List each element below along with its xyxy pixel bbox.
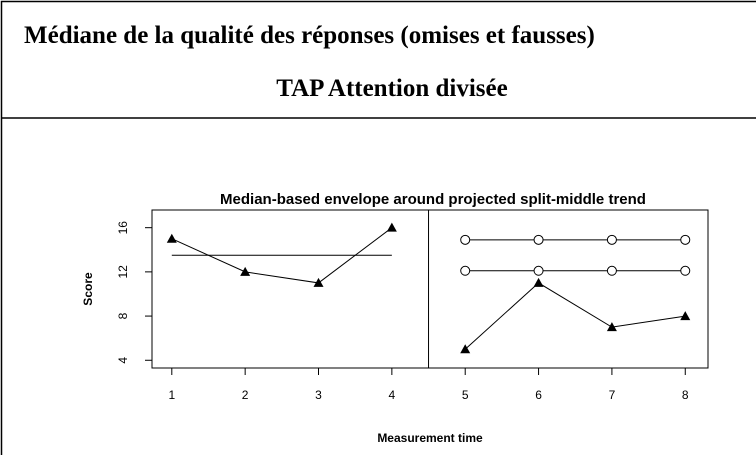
header-title: Médiane de la qualité des réponses (omis… (24, 22, 595, 49)
point (533, 234, 544, 245)
point (240, 266, 251, 276)
point (533, 277, 544, 287)
x-tick-label: 4 (389, 388, 396, 402)
x-tick-label: 3 (315, 388, 322, 402)
x-tick-label: 6 (535, 388, 542, 402)
point (606, 234, 617, 245)
point (606, 322, 617, 332)
point (680, 265, 691, 276)
x-tick-label: 2 (242, 388, 249, 402)
series-line (464, 282, 686, 350)
point (460, 234, 471, 245)
y-axis-label: Score (81, 272, 95, 306)
y-tick-label: 8 (116, 312, 130, 319)
x-tick-label: 5 (462, 388, 469, 402)
point (460, 265, 471, 276)
header-subtitle: TAP Attention divisée (276, 75, 507, 102)
point (533, 265, 544, 276)
point (680, 234, 691, 245)
point (606, 265, 617, 276)
x-tick-label: 8 (682, 388, 689, 402)
point (386, 222, 397, 232)
x-tick-label: 1 (168, 388, 175, 402)
point (166, 233, 177, 243)
y-tick-label: 16 (116, 221, 130, 235)
y-tick-label: 12 (116, 265, 130, 279)
chart-title: Median-based envelope around projected s… (220, 191, 646, 208)
point (460, 344, 471, 354)
x-axis-label: Measurement time (377, 431, 483, 445)
point (680, 311, 691, 321)
point (313, 277, 324, 287)
x-tick-label: 7 (609, 388, 616, 402)
y-tick-label: 4 (116, 357, 130, 364)
plot-area (151, 209, 709, 369)
